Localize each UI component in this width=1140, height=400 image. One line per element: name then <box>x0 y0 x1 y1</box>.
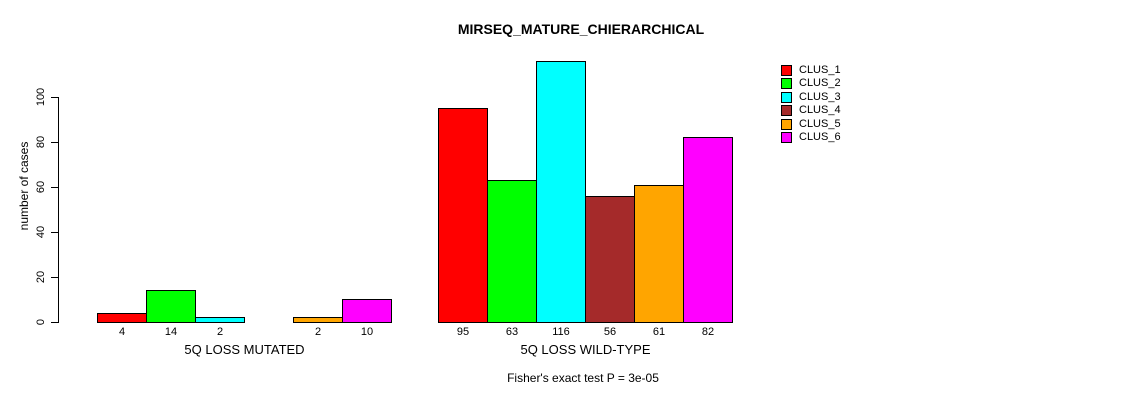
bar-clus_5 <box>634 185 684 323</box>
chart-title: MIRSEQ_MATURE_CHIERARCHICAL <box>457 21 705 37</box>
y-tick-mark <box>51 97 58 98</box>
bar-value-label: 82 <box>701 326 715 338</box>
legend-swatch-clus_3 <box>781 92 792 103</box>
y-tick-label: 80 <box>35 135 47 149</box>
legend-swatch-clus_6 <box>781 132 792 143</box>
y-tick-label: 0 <box>35 318 47 326</box>
bar-clus_2 <box>146 290 196 323</box>
legend-label: CLUS_1 <box>799 64 841 76</box>
legend-label: CLUS_5 <box>799 118 841 130</box>
group-label: 5Q LOSS WILD-TYPE <box>520 342 651 357</box>
legend-label: CLUS_2 <box>799 77 841 89</box>
y-tick-mark <box>51 232 58 233</box>
bar-value-label: 14 <box>164 326 178 338</box>
y-tick-label: 100 <box>35 87 47 107</box>
bar-clus_6 <box>342 299 392 323</box>
y-tick-mark <box>51 277 58 278</box>
y-axis-label: number of cases <box>17 141 31 231</box>
bar-clus_3 <box>195 317 245 323</box>
bar-value-label: 116 <box>552 326 570 338</box>
y-tick-mark <box>51 322 58 323</box>
legend-label: CLUS_4 <box>799 104 841 116</box>
bar-value-label: 95 <box>456 326 470 338</box>
y-tick-label: 40 <box>35 225 47 239</box>
bar-value-label: 56 <box>603 326 617 338</box>
bar-value-label: 63 <box>505 326 519 338</box>
legend-swatch-clus_5 <box>781 119 792 130</box>
bar-clus_3 <box>536 61 586 323</box>
y-tick-label: 20 <box>35 270 47 284</box>
bar-clus_6 <box>683 137 733 323</box>
bar-value-label: 4 <box>118 326 126 338</box>
bar-value-label: 10 <box>360 326 374 338</box>
bar-value-label: 61 <box>652 326 666 338</box>
legend-swatch-clus_1 <box>781 65 792 76</box>
group-label: 5Q LOSS MUTATED <box>184 342 305 357</box>
legend-label: CLUS_3 <box>799 91 841 103</box>
y-tick-label: 60 <box>35 180 47 194</box>
y-tick-mark <box>51 142 58 143</box>
bar-clus_2 <box>487 180 537 323</box>
legend-label: CLUS_6 <box>799 131 841 143</box>
legend-swatch-clus_4 <box>781 105 792 116</box>
annotation-text: Fisher's exact test P = 3e-05 <box>507 371 659 385</box>
legend-swatch-clus_2 <box>781 78 792 89</box>
bar-clus_4 <box>585 196 635 323</box>
bar-clus_1 <box>438 108 488 323</box>
bar-clus_1 <box>97 313 147 323</box>
y-axis-line <box>58 97 59 323</box>
y-tick-mark <box>51 187 58 188</box>
bar-clus_5 <box>293 317 343 323</box>
bar-value-label: 2 <box>216 326 224 338</box>
bar-value-label: 2 <box>314 326 322 338</box>
